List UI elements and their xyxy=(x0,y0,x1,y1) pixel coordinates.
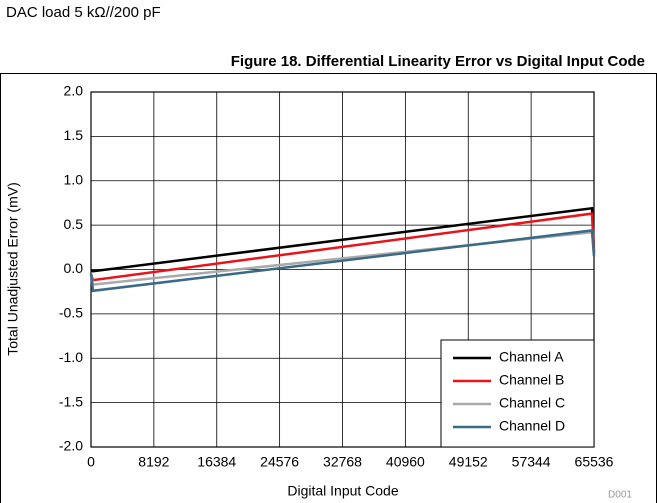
y-tick-label: -1.0 xyxy=(59,349,83,365)
y-tick-label: 0.5 xyxy=(64,216,84,232)
y-tick-label: -1.5 xyxy=(59,393,83,409)
y-tick-label: 1.5 xyxy=(64,127,84,143)
x-tick-label: 16384 xyxy=(197,454,236,470)
x-tick-label: 40960 xyxy=(386,454,425,470)
legend-label: Channel C xyxy=(499,395,565,411)
x-axis-label: Digital Input Code xyxy=(287,483,399,499)
legend-label: Channel B xyxy=(499,372,564,388)
y-axis-label: Total Unadjusted Error (mV) xyxy=(5,182,21,356)
y-tick-label: -2.0 xyxy=(59,438,83,454)
x-tick-label: 65536 xyxy=(575,454,614,470)
x-tick-label: 32768 xyxy=(323,454,362,470)
figure-id: D001 xyxy=(608,490,632,501)
y-tick-label: 0.0 xyxy=(64,260,84,276)
series-line xyxy=(89,229,596,293)
x-tick-label: 0 xyxy=(87,454,95,470)
chart-title: Figure 18. Differential Linearity Error … xyxy=(231,53,645,70)
legend-label: Channel A xyxy=(499,349,564,365)
y-tick-label: -0.5 xyxy=(59,305,83,321)
x-tick-label: 57344 xyxy=(512,454,551,470)
note: DAC load 5 kΩ//200 pF xyxy=(6,4,161,21)
x-tick-label: 24576 xyxy=(260,454,299,470)
legend-label: Channel D xyxy=(499,418,565,434)
plot-border xyxy=(90,91,595,448)
x-tick-label: 8192 xyxy=(138,454,169,470)
x-tick-label: 49152 xyxy=(449,454,488,470)
y-tick-label: 2.0 xyxy=(64,83,84,99)
y-tick-label: 1.0 xyxy=(64,171,84,187)
